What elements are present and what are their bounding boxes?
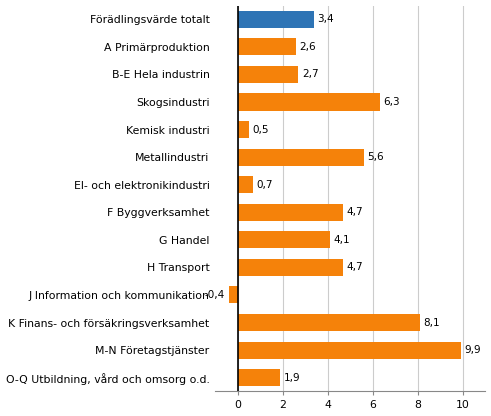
Text: 1,9: 1,9	[284, 373, 300, 383]
Text: 9,9: 9,9	[464, 345, 481, 355]
Bar	[238, 369, 280, 386]
Bar	[228, 286, 238, 304]
Bar	[238, 176, 253, 193]
Bar	[238, 38, 296, 55]
Bar	[238, 259, 343, 276]
Bar	[238, 342, 461, 359]
Bar	[238, 204, 343, 221]
Bar	[238, 94, 380, 111]
Text: 4,1: 4,1	[333, 235, 350, 245]
Text: 2,7: 2,7	[302, 69, 318, 79]
Text: -0,4: -0,4	[205, 290, 225, 300]
Text: 3,4: 3,4	[318, 14, 334, 25]
Text: 8,1: 8,1	[423, 317, 440, 327]
Bar	[238, 231, 330, 248]
Text: 2,6: 2,6	[300, 42, 316, 52]
Text: 5,6: 5,6	[367, 152, 384, 162]
Text: 4,7: 4,7	[347, 207, 363, 217]
Bar	[238, 11, 314, 28]
Bar	[238, 314, 420, 331]
Text: 4,7: 4,7	[347, 262, 363, 272]
Text: 6,3: 6,3	[383, 97, 400, 107]
Bar	[238, 149, 364, 166]
Text: 0,5: 0,5	[252, 124, 269, 135]
Bar	[238, 121, 249, 138]
Text: 0,7: 0,7	[257, 180, 273, 190]
Bar	[238, 66, 299, 83]
